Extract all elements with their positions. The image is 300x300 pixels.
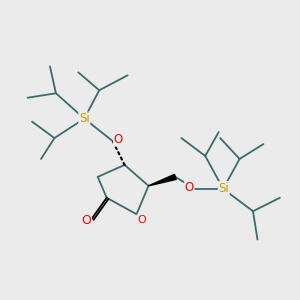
Text: O: O [137, 214, 146, 225]
Text: Si: Si [218, 182, 229, 195]
Text: O: O [185, 181, 194, 194]
Text: O: O [82, 214, 91, 227]
Text: Si: Si [79, 112, 90, 125]
Text: O: O [113, 133, 123, 146]
Polygon shape [148, 174, 176, 186]
